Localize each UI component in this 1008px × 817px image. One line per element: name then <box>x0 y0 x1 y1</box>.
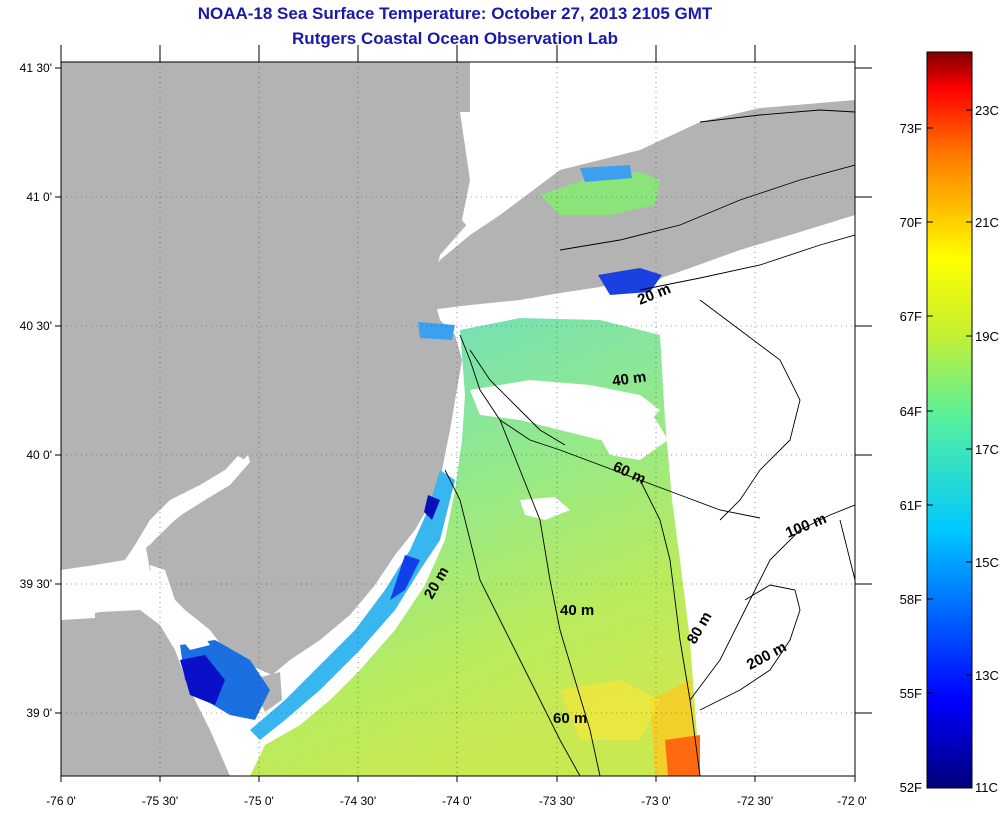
lon-label: -74 30' <box>340 794 376 808</box>
colorbar-c-label: 13C <box>975 668 999 683</box>
contour-label: 40 m <box>560 602 594 619</box>
colorbar-f-label: 58F <box>900 592 922 607</box>
colorbar-c-label: 11C <box>975 780 998 795</box>
lon-label: -73 0' <box>641 794 671 808</box>
delmarva <box>61 610 230 776</box>
lon-label: -72 0' <box>837 794 867 808</box>
lat-label: 39 30' <box>20 577 52 591</box>
colorbar-c-label: 23C <box>975 103 999 118</box>
colorbar-c-label: 19C <box>975 329 999 344</box>
lat-label: 40 30' <box>20 319 52 333</box>
colorbar-f-label: 64F <box>900 404 922 419</box>
colorbar-c-label: 17C <box>975 442 999 457</box>
bathymetry-contours <box>444 109 855 776</box>
contour-label: 40 m <box>611 368 647 390</box>
lat-label: 41 0' <box>26 190 52 204</box>
colorbar-c-label: 21C <box>975 215 999 230</box>
lat-label: 41 30' <box>20 61 52 75</box>
lon-label: -74 0' <box>442 794 472 808</box>
map-title: NOAA-18 Sea Surface Temperature: October… <box>197 4 713 23</box>
long-island <box>610 196 855 293</box>
lon-label: -72 30' <box>737 794 773 808</box>
colorbar-f-label: 73F <box>900 121 922 136</box>
colorbar-f-label: 70F <box>900 215 922 230</box>
axis-ticks <box>55 45 872 782</box>
contour-label: 60 m <box>553 710 587 727</box>
lat-label: 40 0' <box>26 448 52 462</box>
lat-label: 39 0' <box>26 706 52 720</box>
grid-lines <box>61 62 855 776</box>
colorbar-f-label: 67F <box>900 309 922 324</box>
lon-label: -75 30' <box>142 794 178 808</box>
colorbar <box>926 51 973 789</box>
map-subtitle: Rutgers Coastal Ocean Observation Lab <box>292 29 618 48</box>
new-jersey <box>61 62 480 675</box>
lon-label: -73 30' <box>539 794 575 808</box>
colorbar-f-label: 61F <box>900 498 922 513</box>
lon-label: -76 0' <box>46 794 76 808</box>
colorbar-c-label: 15C <box>975 555 999 570</box>
lon-label: -75 0' <box>244 794 274 808</box>
colorbar-f-label: 52F <box>900 780 922 795</box>
land-mass <box>61 62 855 310</box>
colorbar-f-label: 55F <box>900 686 922 701</box>
